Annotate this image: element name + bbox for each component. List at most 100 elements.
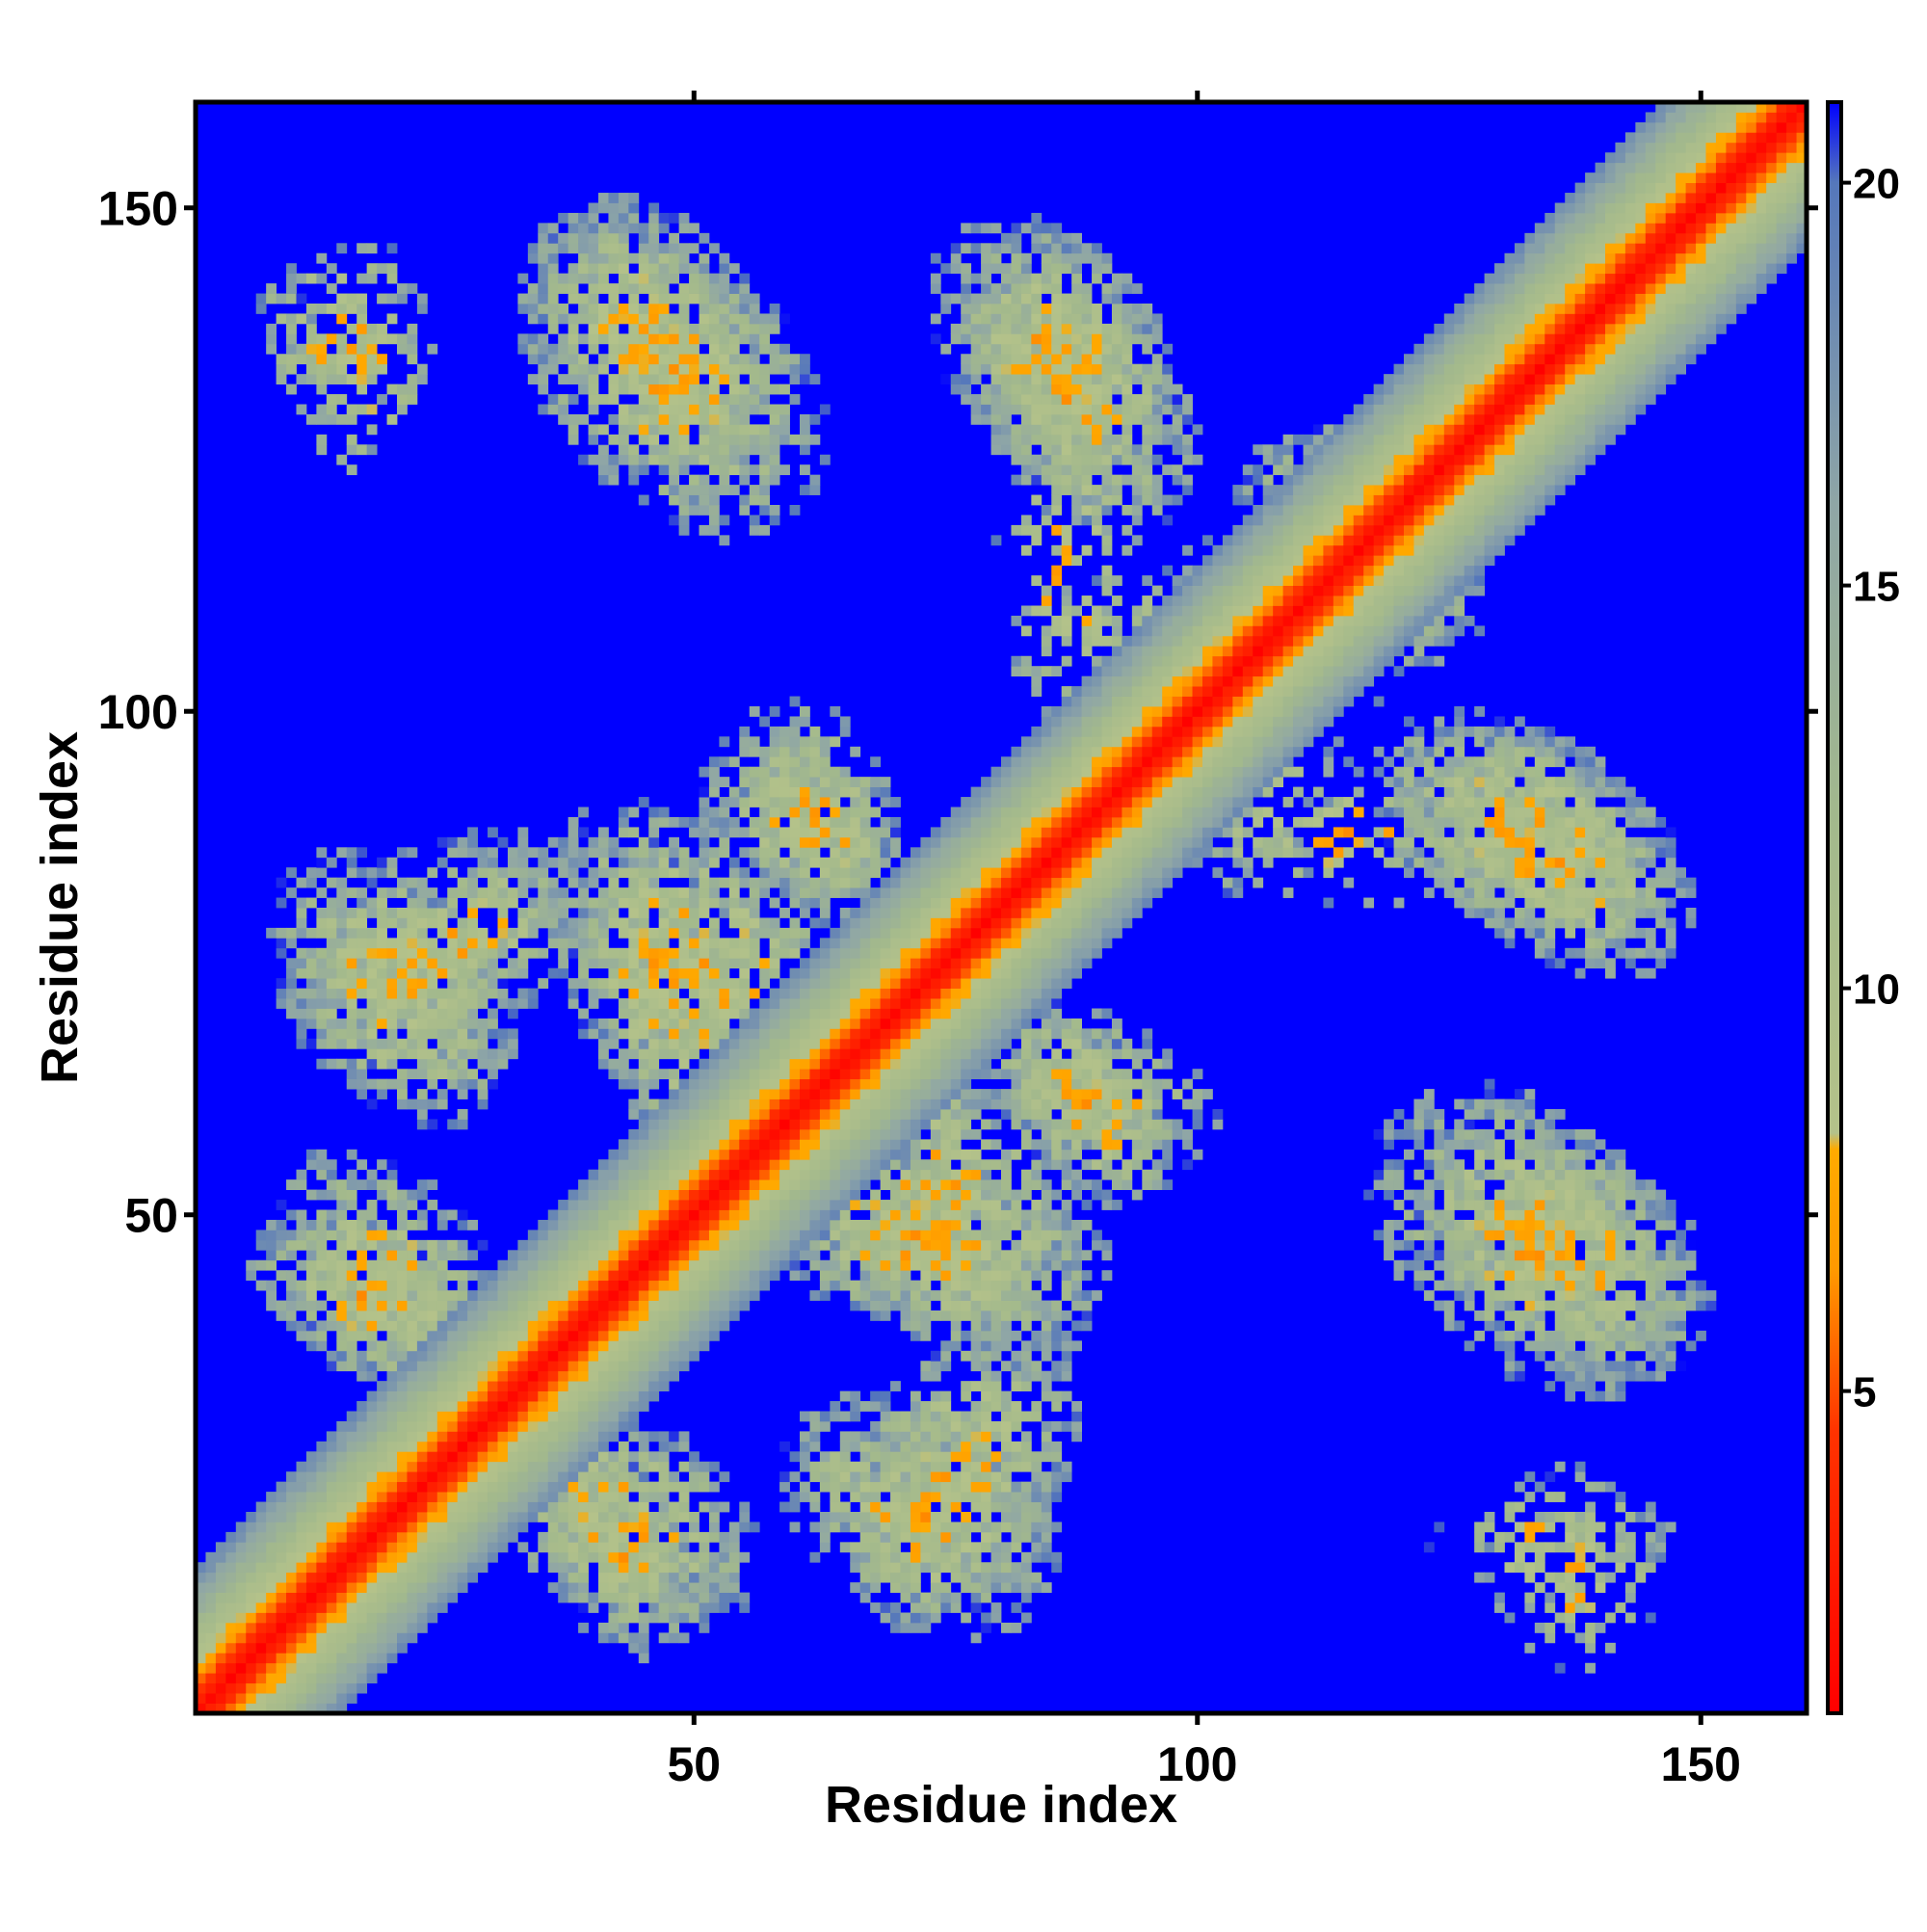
heatmap-cell bbox=[628, 1512, 640, 1522]
heatmap-cell bbox=[900, 1159, 911, 1171]
heatmap-cell bbox=[346, 847, 357, 859]
heatmap-cell bbox=[316, 1492, 328, 1502]
heatmap-cell bbox=[779, 1259, 790, 1271]
heatmap-cell bbox=[296, 1642, 307, 1654]
heatmap-cell bbox=[890, 1280, 901, 1291]
heatmap-cell bbox=[890, 1038, 901, 1049]
heatmap-cell bbox=[850, 857, 861, 868]
heatmap-cell bbox=[386, 1280, 398, 1291]
heatmap-cell bbox=[517, 958, 529, 969]
heatmap-cell bbox=[336, 1270, 348, 1282]
heatmap-cell bbox=[739, 777, 751, 787]
heatmap-cell bbox=[638, 1653, 649, 1664]
heatmap-cell bbox=[558, 897, 569, 909]
heatmap-cell bbox=[648, 424, 660, 436]
heatmap-cell bbox=[719, 1159, 730, 1171]
heatmap-cell bbox=[728, 1259, 740, 1271]
heatmap-cell bbox=[678, 304, 690, 314]
heatmap-cell bbox=[920, 1209, 932, 1221]
heatmap-cell bbox=[286, 988, 297, 999]
heatmap-cell bbox=[669, 1572, 679, 1583]
heatmap-cell bbox=[377, 1189, 387, 1201]
heatmap-cell bbox=[407, 1481, 418, 1493]
heatmap-cell bbox=[809, 766, 821, 778]
heatmap-cell bbox=[397, 1290, 408, 1301]
heatmap-cell bbox=[255, 1602, 267, 1613]
heatmap-cell bbox=[246, 1612, 257, 1624]
heatmap-cell bbox=[708, 1501, 720, 1513]
heatmap-cell bbox=[568, 1441, 579, 1452]
heatmap-cell bbox=[800, 1441, 810, 1452]
heatmap-cell bbox=[507, 1481, 518, 1493]
heatmap-cell bbox=[296, 1179, 307, 1190]
heatmap-cell bbox=[326, 1320, 337, 1332]
heatmap-cell bbox=[819, 1531, 831, 1543]
heatmap-cell bbox=[859, 1501, 871, 1513]
heatmap-cell bbox=[246, 1642, 257, 1654]
heatmap-cell bbox=[497, 1451, 509, 1463]
heatmap-cell bbox=[708, 313, 720, 325]
heatmap-cell bbox=[920, 887, 932, 898]
heatmap-cell bbox=[728, 293, 740, 304]
heatmap-cell bbox=[870, 938, 881, 949]
heatmap-cell bbox=[678, 1512, 690, 1522]
heatmap-cell bbox=[890, 1622, 901, 1633]
heatmap-cell bbox=[276, 354, 287, 365]
heatmap-cell bbox=[830, 1098, 841, 1110]
heatmap-cell bbox=[316, 847, 328, 859]
heatmap-cell bbox=[669, 323, 679, 334]
heatmap-cell bbox=[377, 1632, 387, 1644]
heatmap-cell bbox=[457, 958, 468, 969]
heatmap-cell bbox=[578, 1230, 589, 1241]
heatmap-cell bbox=[276, 978, 287, 989]
heatmap-cell bbox=[326, 1693, 337, 1704]
heatmap-cell bbox=[578, 908, 589, 918]
heatmap-cell bbox=[699, 363, 710, 375]
heatmap-cell bbox=[547, 1290, 559, 1301]
heatmap-cell bbox=[305, 978, 317, 989]
heatmap-cell bbox=[305, 1622, 317, 1633]
heatmap-cell bbox=[920, 908, 932, 918]
heatmap-cell bbox=[296, 1542, 307, 1553]
heatmap-cell bbox=[678, 1078, 690, 1090]
heatmap-cell bbox=[618, 243, 629, 254]
heatmap-cell bbox=[920, 1239, 932, 1251]
heatmap-cell bbox=[477, 1401, 488, 1412]
heatmap-cell bbox=[346, 1653, 357, 1664]
heatmap-cell bbox=[305, 1662, 317, 1674]
heatmap-cell bbox=[608, 1531, 620, 1543]
heatmap-cell bbox=[618, 252, 629, 264]
heatmap-cell bbox=[940, 1481, 952, 1493]
heatmap-cell bbox=[558, 1461, 569, 1472]
heatmap-cell bbox=[386, 1008, 398, 1019]
heatmap-cell bbox=[407, 908, 418, 918]
heatmap-cell bbox=[356, 1401, 368, 1412]
heatmap-cell bbox=[296, 967, 307, 979]
heatmap-cell bbox=[809, 1259, 821, 1271]
heatmap-cell bbox=[809, 434, 821, 445]
heatmap-cell bbox=[618, 857, 629, 868]
heatmap-cell bbox=[527, 1461, 539, 1472]
heatmap-cell bbox=[517, 1239, 529, 1251]
heatmap-cell bbox=[366, 1461, 378, 1472]
heatmap-cell bbox=[407, 384, 418, 395]
heatmap-cell bbox=[377, 1179, 387, 1190]
heatmap-cell bbox=[578, 1189, 589, 1201]
heatmap-cell bbox=[728, 1139, 740, 1151]
heatmap-cell bbox=[689, 908, 700, 918]
heatmap-cell bbox=[689, 1451, 700, 1463]
heatmap-cell bbox=[920, 1411, 932, 1422]
heatmap-cell bbox=[407, 333, 418, 345]
heatmap-cell bbox=[346, 1492, 357, 1502]
heatmap-cell bbox=[598, 1169, 609, 1180]
heatmap-cell bbox=[215, 1602, 226, 1613]
heatmap-cell bbox=[638, 1310, 649, 1321]
heatmap-cell bbox=[598, 947, 609, 959]
heatmap-cell bbox=[608, 1361, 620, 1372]
heatmap-cell bbox=[839, 716, 851, 728]
heatmap-cell bbox=[850, 1169, 861, 1180]
heatmap-cell bbox=[708, 1461, 720, 1472]
heatmap-cell bbox=[809, 1128, 821, 1140]
heatmap-cell bbox=[809, 1250, 821, 1261]
heatmap-cell bbox=[416, 1481, 428, 1493]
